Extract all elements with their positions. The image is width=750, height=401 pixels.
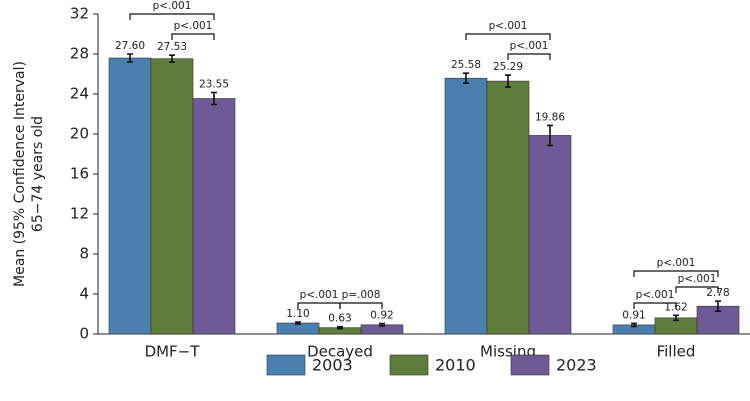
y-tick-label: 0 [79, 325, 89, 343]
y-axis-label: 65−74 years old [30, 116, 46, 232]
bar [192, 98, 236, 335]
y-tick-label: 8 [79, 245, 89, 263]
value-label: 27.53 [157, 41, 187, 53]
legend-swatch [266, 354, 306, 376]
significance-label: p<.001 [657, 257, 696, 269]
error-bar [379, 322, 385, 327]
value-label: 25.58 [451, 59, 481, 71]
error-bar [547, 124, 553, 147]
value-label: 23.55 [199, 79, 229, 91]
error-bar [631, 322, 637, 328]
error-bar [169, 54, 175, 63]
error-bar [505, 74, 511, 88]
bar [150, 58, 194, 335]
error-bar [295, 321, 301, 325]
y-tick-label: 28 [70, 45, 89, 63]
value-label: 0.92 [370, 310, 393, 322]
x-tick-label: DMF−T [145, 343, 201, 361]
error-bar [715, 300, 721, 312]
legend-label: 2010 [435, 356, 476, 375]
significance-label: p<.001 [636, 289, 675, 301]
error-bar [463, 72, 469, 84]
y-tick-label: 32 [70, 5, 89, 23]
bar [528, 135, 572, 335]
significance-label: p=.008 [342, 289, 381, 301]
significance-bracket [633, 302, 677, 309]
y-axis-label: Mean (95% Confidence Interval) [12, 61, 28, 287]
value-label: 19.86 [535, 111, 565, 123]
y-axis-title: Mean (95% Confidence Interval) 65−74 yea… [12, 61, 46, 287]
significance-label: p<.001 [300, 289, 339, 301]
legend-label: 2003 [312, 356, 353, 375]
significance-bracket [129, 13, 215, 20]
y-tick-label: 12 [70, 205, 89, 223]
x-tick-label: Decayed [307, 343, 373, 361]
significance-bracket [171, 33, 215, 40]
significance-bracket [507, 53, 551, 60]
significance-label: p<.001 [489, 20, 528, 32]
legend-swatch [389, 354, 429, 376]
error-bar [337, 325, 343, 330]
value-label: 1.10 [286, 308, 309, 320]
value-label: 0.63 [328, 313, 351, 325]
legend-label: 2023 [556, 356, 597, 375]
significance-label: p<.001 [153, 0, 192, 12]
significance-bracket [675, 286, 719, 293]
significance-label: p<.001 [678, 273, 717, 285]
bar [444, 77, 488, 335]
error-bar [127, 53, 133, 63]
value-label: 27.60 [115, 40, 145, 52]
value-label: 25.29 [493, 61, 523, 73]
y-tick-label: 16 [70, 165, 89, 183]
error-bar [211, 91, 217, 106]
value-label: 0.91 [622, 309, 645, 321]
bar [486, 80, 530, 335]
y-tick-label: 24 [70, 85, 89, 103]
significance-bracket [465, 33, 551, 40]
bar [108, 57, 152, 335]
x-tick-label: Filled [657, 343, 696, 361]
significance-label: p<.001 [174, 20, 213, 32]
legend-swatch [510, 354, 550, 376]
significance-bracket [339, 302, 383, 309]
y-tick-label: 4 [79, 285, 89, 303]
significance-label: p<.001 [510, 40, 549, 52]
error-bar [673, 314, 679, 322]
significance-bracket [633, 270, 719, 277]
y-tick-label: 20 [70, 125, 89, 143]
value-label: 2.78 [706, 287, 729, 299]
